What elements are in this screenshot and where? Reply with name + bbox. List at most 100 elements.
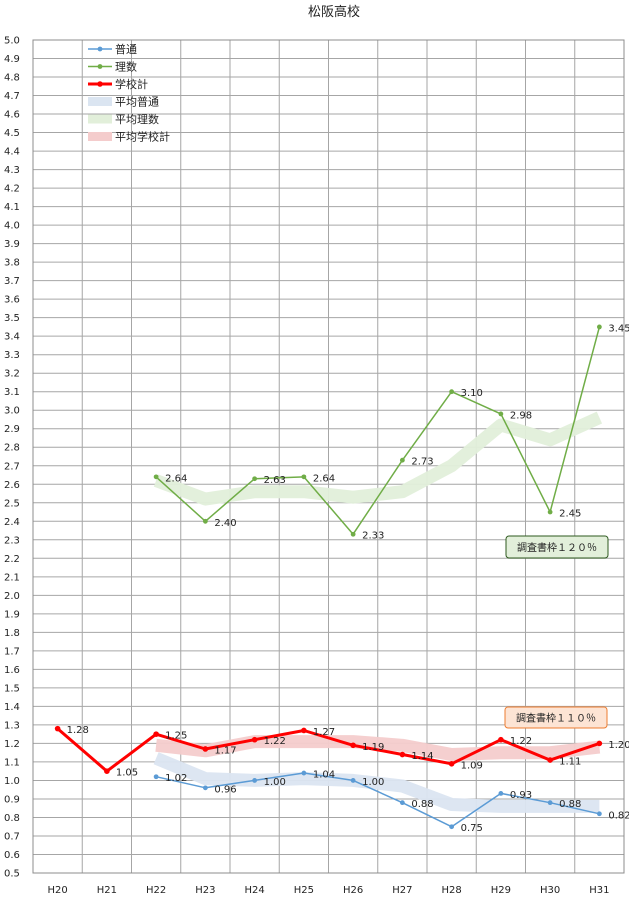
gridlines <box>32 39 625 874</box>
y-tick-label: 4.7 <box>4 91 20 102</box>
data-label: 2.40 <box>214 518 236 529</box>
data-point <box>301 727 307 734</box>
data-point <box>350 531 356 537</box>
y-tick-label: 1.3 <box>4 720 20 731</box>
data-point <box>202 518 208 524</box>
data-label: 2.45 <box>559 509 581 520</box>
y-tick-label: 1.0 <box>4 776 20 787</box>
legend-label: 平均理数 <box>115 113 159 126</box>
data-label: 1.02 <box>165 773 187 784</box>
data-point <box>153 731 159 737</box>
data-point <box>498 411 504 417</box>
y-tick-label: 2.7 <box>4 461 20 472</box>
y-tick-label: 0.6 <box>4 850 20 861</box>
series-band <box>155 735 601 761</box>
data-point <box>596 811 602 817</box>
chart-title: 松阪高校 <box>308 4 360 20</box>
x-tick-label: H21 <box>97 885 117 896</box>
y-tick-label: 3.9 <box>4 239 20 250</box>
data-point <box>153 474 159 480</box>
y-tick-label: 3.5 <box>4 313 20 324</box>
y-tick-label: 3.1 <box>4 387 20 398</box>
data-label: 1.22 <box>264 736 286 747</box>
data-label: 1.20 <box>608 740 629 751</box>
y-tick-label: 3.3 <box>4 350 20 361</box>
data-point <box>399 457 405 463</box>
y-tick-label: 1.7 <box>4 646 20 657</box>
legend-marker <box>97 81 103 87</box>
data-point <box>202 746 209 752</box>
data-label: 2.64 <box>165 473 187 484</box>
legend-label: 平均普通 <box>115 95 159 109</box>
x-tick-label: H28 <box>442 885 462 896</box>
y-tick-label: 2.2 <box>4 554 20 565</box>
data-label: 0.75 <box>461 823 483 834</box>
y-tick-label: 0.5 <box>4 869 20 880</box>
x-tick-label: H29 <box>491 885 511 896</box>
data-label: 1.05 <box>116 768 138 779</box>
legend-label: 理数 <box>115 61 137 74</box>
y-tick-label: 2.4 <box>4 517 20 528</box>
data-label: 1.00 <box>362 777 384 788</box>
series-band <box>153 752 600 813</box>
data-labels: 1.02 0.96 1.00 1.04 1.00 0.88 0.75 0.93 0.88 0.82… <box>67 323 629 834</box>
data-label: 2.63 <box>264 475 286 486</box>
data-label: 0.82 <box>608 810 629 821</box>
data-label: 3.45 <box>608 323 629 334</box>
annotation-box <box>505 535 609 559</box>
y-tick-label: 3.4 <box>4 332 20 343</box>
data-point <box>54 725 61 732</box>
average-bands <box>153 411 603 813</box>
data-label: 1.00 <box>264 777 286 788</box>
y-tick-label: 3.6 <box>4 295 20 306</box>
data-label: 0.88 <box>411 799 433 810</box>
x-tick-label: H24 <box>245 885 265 896</box>
data-point <box>104 768 110 774</box>
data-point <box>301 474 307 480</box>
y-tick-label: 4.8 <box>4 73 20 84</box>
y-axis-tick-labels: 0.5 0.6 0.7 0.8 0.9 1.0 1.1 1.2 1.3 1.4 1.5 1.6 1.7 1… <box>4 36 20 880</box>
y-tick-label: 4.3 <box>4 165 20 176</box>
x-tick-label: H22 <box>146 885 166 896</box>
data-point <box>202 785 208 791</box>
data-point <box>498 791 504 796</box>
data-point <box>498 736 504 743</box>
y-tick-label: 3.0 <box>4 406 20 417</box>
data-label: 2.33 <box>362 531 384 542</box>
data-point <box>350 742 356 749</box>
y-tick-label: 1.8 <box>4 628 20 639</box>
data-point <box>448 760 455 767</box>
annotation-text: 調査書枠１２０％ <box>517 541 597 554</box>
x-tick-label: H20 <box>48 885 68 896</box>
y-tick-label: 0.8 <box>4 813 20 824</box>
data-label: 1.17 <box>214 745 236 756</box>
y-tick-label: 1.1 <box>4 757 20 768</box>
y-tick-label: 3.2 <box>4 369 20 380</box>
y-tick-label: 2.8 <box>4 443 20 454</box>
series-lines <box>54 324 603 830</box>
y-tick-label: 4.4 <box>4 147 20 158</box>
x-tick-label: H23 <box>195 885 215 896</box>
data-label: 2.64 <box>313 473 335 484</box>
data-label: 1.27 <box>313 727 335 738</box>
y-tick-label: 1.2 <box>4 739 20 750</box>
series-line <box>56 727 600 773</box>
data-point <box>449 824 455 830</box>
data-point <box>547 509 553 515</box>
legend-marker <box>97 46 103 52</box>
x-axis-tick-labels: H20 H21 H22 H23 H24 H25 H26 H27 H28 H29 H30 H31 <box>48 885 610 896</box>
data-label: 2.98 <box>510 410 532 421</box>
y-tick-label: 1.6 <box>4 665 20 676</box>
y-tick-label: 2.9 <box>4 424 20 435</box>
y-tick-label: 0.9 <box>4 794 20 805</box>
data-point <box>350 778 356 783</box>
data-point <box>252 476 258 482</box>
plot-area-border <box>32 39 625 874</box>
legend-label: 平均学校計 <box>115 130 170 144</box>
y-tick-label: 4.5 <box>4 128 20 139</box>
x-tick-label: H25 <box>294 885 314 896</box>
data-label: 1.09 <box>461 760 483 771</box>
data-label: 3.10 <box>461 388 483 399</box>
